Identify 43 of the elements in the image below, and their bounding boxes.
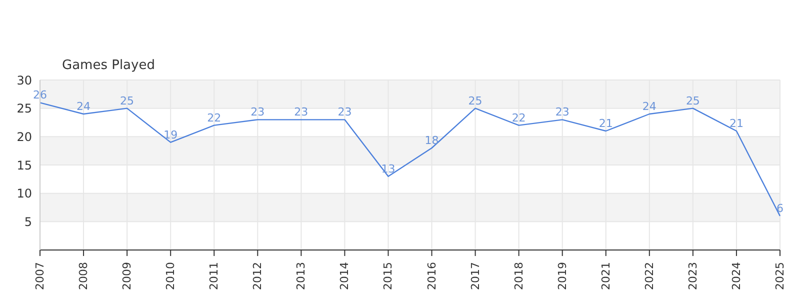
y-tick-label: 5 — [24, 214, 32, 229]
x-tick-label: 2011 — [208, 262, 221, 290]
data-label: 23 — [250, 106, 265, 119]
data-label: 24 — [642, 100, 656, 113]
x-tick-label: 2016 — [425, 262, 438, 290]
x-tick-label: 2017 — [468, 262, 482, 290]
x-tick-label: 2019 — [556, 262, 569, 290]
data-label: 25 — [686, 94, 700, 108]
y-tick-label: 10 — [16, 186, 32, 201]
x-tick-label: 2022 — [642, 262, 656, 290]
x-tick-label: 2015 — [382, 262, 395, 290]
data-label: 22 — [207, 111, 222, 124]
data-label: 23 — [294, 106, 308, 119]
y-tick-label: 25 — [16, 102, 32, 116]
y-tick-label: 20 — [16, 130, 32, 144]
data-label: 6 — [776, 202, 784, 215]
x-tick-label: 2010 — [164, 262, 178, 290]
data-label: 25 — [468, 94, 482, 108]
x-tick-label: 2012 — [251, 262, 264, 290]
x-tick-label: 2013 — [294, 262, 308, 290]
data-label: 23 — [338, 106, 352, 119]
data-label: 24 — [76, 100, 91, 113]
x-tick-label: 2023 — [686, 262, 700, 290]
data-label: 21 — [729, 117, 744, 130]
x-tick-label: 2025 — [774, 262, 786, 290]
x-tick-label: 2024 — [730, 262, 743, 290]
data-label: 22 — [512, 111, 526, 124]
data-label: 21 — [598, 117, 613, 130]
x-tick-label: 2018 — [512, 262, 526, 290]
data-label: 23 — [555, 106, 570, 119]
data-label: 18 — [424, 134, 439, 147]
y-tick-label: 15 — [16, 158, 32, 172]
x-tick-label: 2007 — [34, 262, 46, 290]
x-tick-label: 2014 — [338, 262, 352, 290]
data-label: 13 — [381, 162, 396, 176]
data-label: 19 — [164, 128, 178, 142]
x-tick-label: 2008 — [77, 262, 90, 290]
x-tick-label: 2009 — [120, 262, 134, 290]
data-label: 25 — [120, 94, 134, 108]
chart-title: Games Played — [62, 58, 155, 73]
x-tick-label: 2021 — [599, 262, 612, 290]
data-label: 26 — [33, 88, 47, 102]
y-tick-label: 30 — [16, 73, 32, 88]
